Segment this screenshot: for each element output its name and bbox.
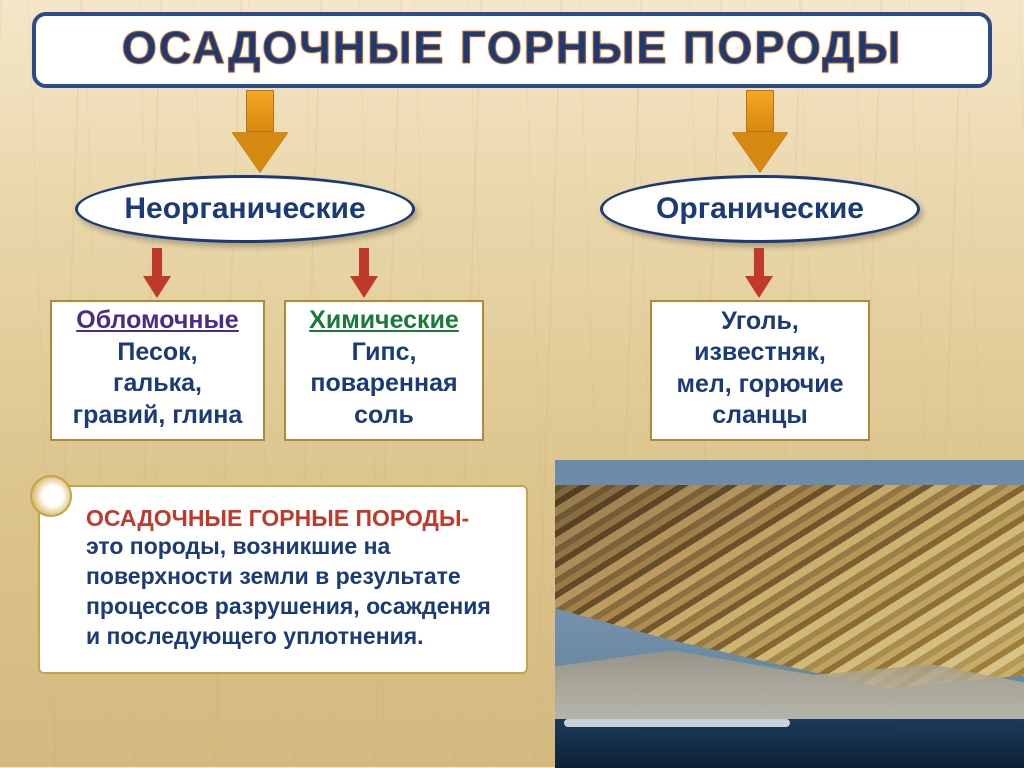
photo-sedimentary-outcrop (555, 460, 1024, 768)
arrow-to-inorganic (240, 90, 280, 170)
label-inorganic: Неорганические (124, 192, 365, 226)
oval-organic: Органические (600, 175, 920, 243)
card-organic-body: Уголь,известняк,мел, горючиесланцы (660, 306, 860, 431)
card-clastic: Обломочные Песок,галька,гравий, глина (50, 300, 265, 441)
label-organic: Органические (656, 192, 864, 226)
card-chemical: Химические Гипс,повареннаясоль (284, 300, 484, 441)
definition-title: ОСАДОЧНЫЕ ГОРНЫЕ ПОРОДЫ- (86, 505, 469, 531)
card-clastic-body: Песок,галька,гравий, глина (60, 337, 255, 431)
card-clastic-title: Обломочные (60, 306, 255, 335)
card-chemical-body: Гипс,повареннаясоль (294, 337, 474, 431)
definition-scroll: ОСАДОЧНЫЕ ГОРНЫЕ ПОРОДЫ- это породы, воз… (38, 485, 528, 674)
arrow-to-organic-card (750, 248, 768, 298)
arrow-to-clastic (148, 248, 166, 298)
card-organic: Уголь,известняк,мел, горючиесланцы (650, 300, 870, 441)
card-chemical-title: Химические (294, 306, 474, 335)
oval-inorganic: Неорганические (75, 175, 415, 243)
arrow-to-chemical (355, 248, 373, 298)
page-title: ОСАДОЧНЫЕ ГОРНЫЕ ПОРОДЫ (56, 22, 968, 74)
title-frame: ОСАДОЧНЫЕ ГОРНЫЕ ПОРОДЫ (32, 12, 992, 88)
definition-body: это породы, возникшие наповерхности земл… (86, 532, 496, 652)
arrow-to-organic (740, 90, 780, 170)
